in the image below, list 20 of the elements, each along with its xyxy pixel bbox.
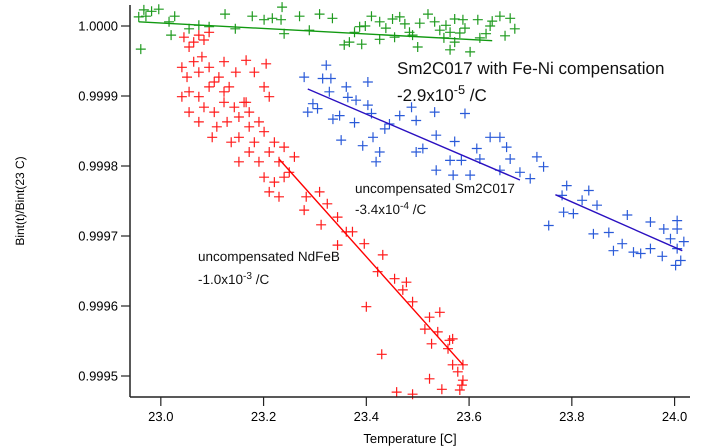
x-tick-label: 23.4 <box>354 409 379 424</box>
x-tick-label: 23.0 <box>148 409 174 424</box>
x-tick-label: 23.2 <box>250 409 276 424</box>
y-tick-label: 1.0000 <box>78 18 118 34</box>
x-tick-label: 24.0 <box>662 409 688 424</box>
series-label: uncompensated Sm2C017 <box>355 181 515 196</box>
annotation: -1.0x10$^{-3}$ /C <box>198 270 270 287</box>
y-tick-label: 0.9996 <box>78 298 118 314</box>
annotation: -3.4x10$^{-4}$ /C <box>355 200 427 217</box>
annotation: -2.9x10$^{-5}$ /C <box>397 82 487 105</box>
x-axis-title: Temperature [C] <box>363 431 457 446</box>
y-tick-label: 0.9999 <box>78 88 118 104</box>
y-tick-label: 0.9997 <box>78 228 118 244</box>
y-tick-label: 0.9998 <box>78 158 118 174</box>
x-tick-label: 23.8 <box>559 409 584 424</box>
series-label: Sm2C017 with Fe-Ni compensation <box>397 59 664 78</box>
y-tick-label: 0.9995 <box>78 368 118 384</box>
series-label: uncompensated NdFeB <box>198 249 340 264</box>
x-tick-label: 23.6 <box>456 409 482 424</box>
y-axis-title: Bint(t)/Bint(23 C) <box>13 156 27 246</box>
